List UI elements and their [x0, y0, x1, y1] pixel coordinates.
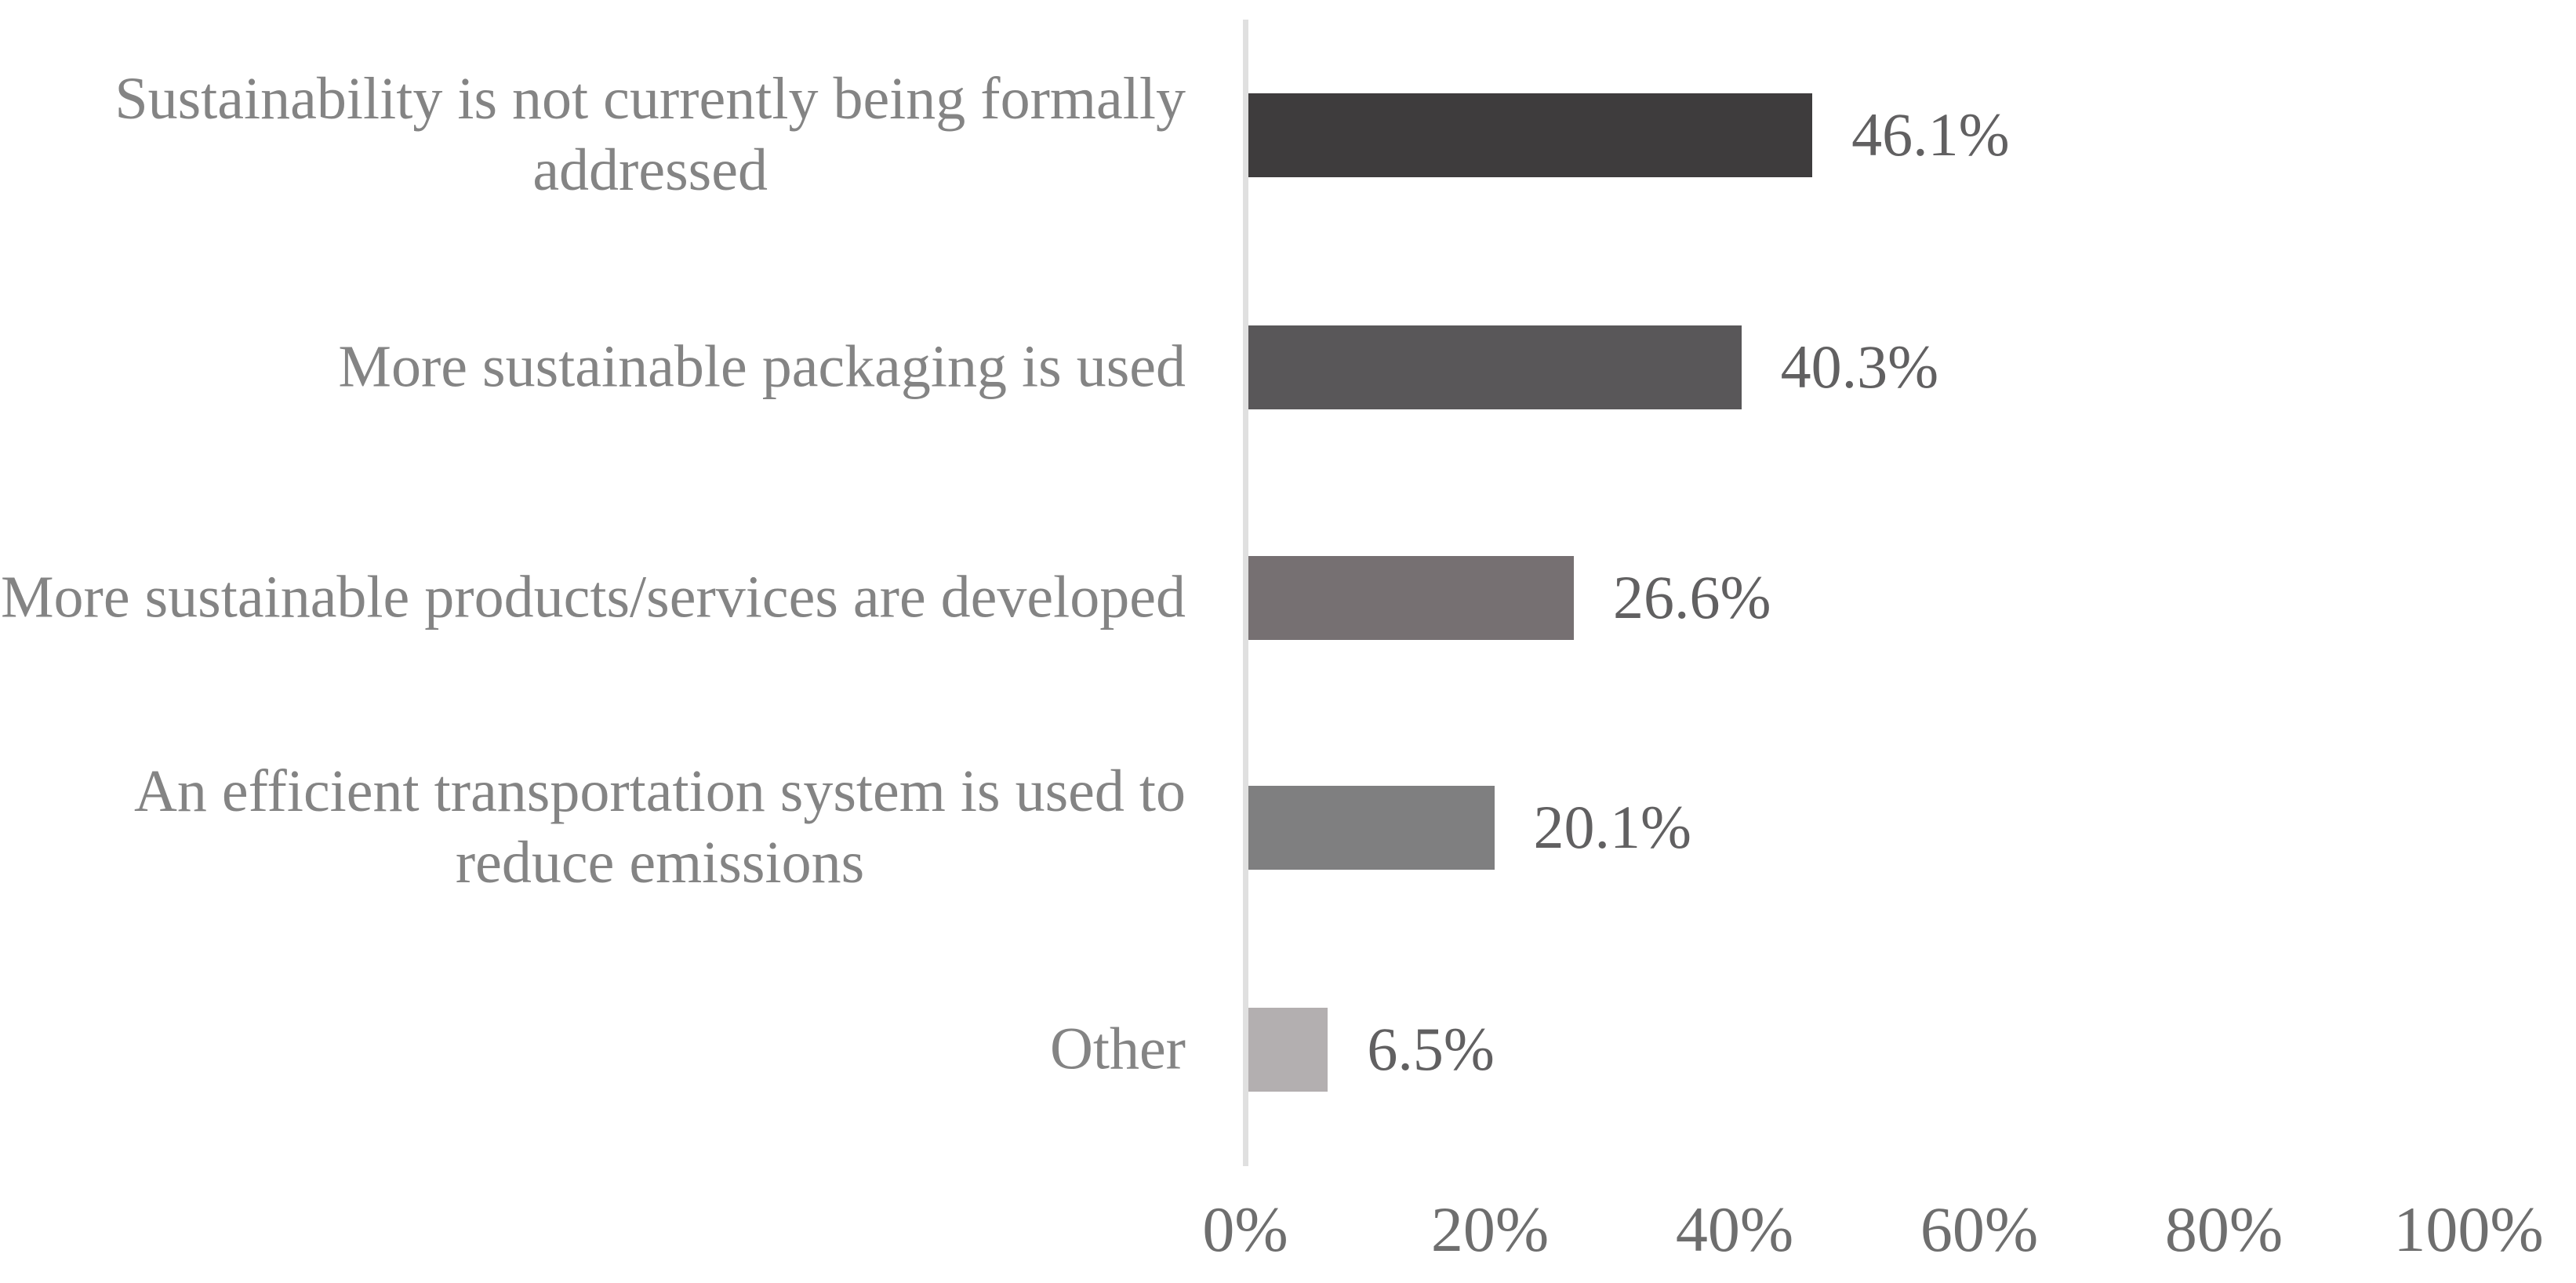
category-label-text: An efficient transportation system is us…	[133, 758, 1186, 896]
data-label: 20.1%	[1533, 793, 1692, 861]
value-axis-line	[1243, 20, 1248, 1166]
category-label-text: Other	[1049, 1016, 1186, 1082]
bar	[1248, 1008, 1328, 1092]
category-label: An efficient transportation system is us…	[0, 756, 1186, 899]
category-label: More sustainable products/services are d…	[0, 562, 1186, 633]
x-axis-tick-label: 40%	[1675, 1194, 1794, 1265]
data-label: 6.5%	[1367, 1015, 1495, 1083]
x-axis-tick-label: 80%	[2164, 1194, 2284, 1265]
x-axis-tick-label: 0%	[1202, 1194, 1288, 1265]
bar	[1248, 786, 1495, 870]
x-axis-tick-label: 100%	[2393, 1194, 2544, 1265]
category-label-text: More sustainable products/services are d…	[0, 564, 1186, 631]
category-label: Sustainability is not currently being fo…	[0, 64, 1186, 206]
category-label: More sustainable packaging is used	[0, 331, 1186, 402]
category-label-text: Sustainability is not currently being fo…	[114, 65, 1186, 203]
bar	[1248, 325, 1742, 409]
data-label: 46.1%	[1851, 100, 2010, 169]
data-label: 40.3%	[1780, 333, 1939, 401]
bar	[1248, 93, 1813, 177]
data-label: 26.6%	[1612, 563, 1771, 631]
x-axis-tick-label: 60%	[1920, 1194, 2039, 1265]
x-axis-tick-label: 20%	[1430, 1194, 1550, 1265]
category-label-text: More sustainable packaging is used	[338, 333, 1186, 400]
category-label: Other	[0, 1013, 1186, 1085]
bar	[1248, 556, 1574, 640]
